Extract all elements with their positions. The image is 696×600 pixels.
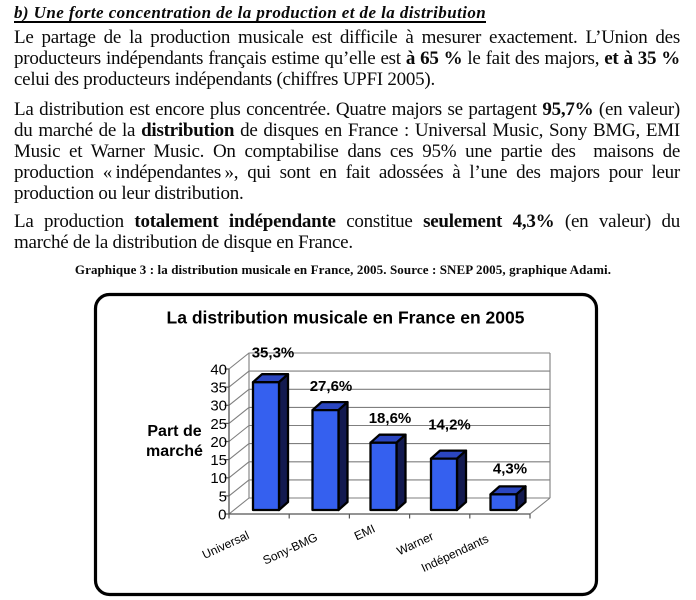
- svg-text:0: 0: [218, 506, 226, 523]
- svg-text:25: 25: [210, 416, 227, 433]
- svg-text:10: 10: [210, 470, 227, 487]
- svg-text:35,3%: 35,3%: [252, 345, 295, 362]
- svg-text:marché: marché: [146, 443, 203, 460]
- svg-text:18,6%: 18,6%: [369, 410, 412, 427]
- svg-text:5: 5: [219, 488, 227, 505]
- svg-text:27,6%: 27,6%: [310, 378, 353, 395]
- svg-text:35: 35: [210, 380, 227, 397]
- svg-text:15: 15: [210, 452, 227, 469]
- svg-text:30: 30: [210, 398, 227, 415]
- svg-text:20: 20: [210, 434, 227, 451]
- svg-text:La distribution musicale en Fr: La distribution musicale en France en 20…: [167, 308, 525, 328]
- svg-text:4,3%: 4,3%: [493, 461, 527, 478]
- svg-text:Part de: Part de: [147, 423, 201, 440]
- svg-text:14,2%: 14,2%: [428, 417, 471, 434]
- svg-text:40: 40: [210, 361, 227, 378]
